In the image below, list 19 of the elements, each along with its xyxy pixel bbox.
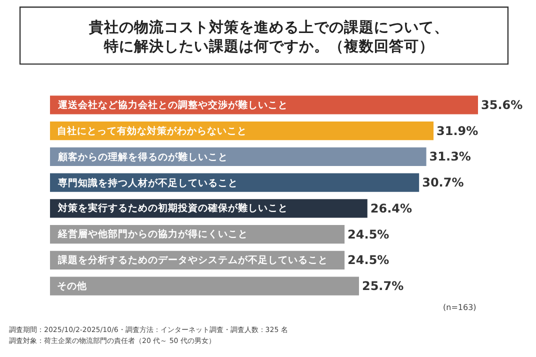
data-label: 35.6% <box>481 98 523 112</box>
y-tick-label: 顧客からの理解を得るのが難しいこと <box>57 151 228 163</box>
data-label: 25.7% <box>362 279 404 294</box>
y-tick-label: その他 <box>57 280 88 292</box>
data-label: 24.5% <box>348 253 390 268</box>
y-tick-label: 経営層や他部門からの協力が得にくいこと <box>57 228 248 240</box>
data-label: 30.7% <box>422 176 464 190</box>
y-tick-label: 対策を実行するための初期投資の確保が難しいこと <box>57 202 288 214</box>
y-tick-label: 専門知識を持つ人材が不足していること <box>57 177 238 189</box>
chart-title: 貴社の物流コスト対策を進める上での課題について、特に解決したい課題は何ですか。（複数回答可） <box>88 18 449 55</box>
y-tick-label: 運送会社など協力会社との調整や交渉が難しいこと <box>57 99 288 111</box>
data-label: 31.3% <box>429 150 471 164</box>
data-label: 26.4% <box>370 201 412 216</box>
text: (n=163) <box>443 303 476 312</box>
y-tick-label: 自社にとって有効な対策がわからないこと <box>57 125 247 137</box>
data-label: 31.9% <box>436 124 478 138</box>
bar <box>50 276 359 296</box>
y-tick-label: 課題を分析するためのデータやシステムが不足していること <box>57 254 328 266</box>
data-label: 24.5% <box>348 227 390 242</box>
